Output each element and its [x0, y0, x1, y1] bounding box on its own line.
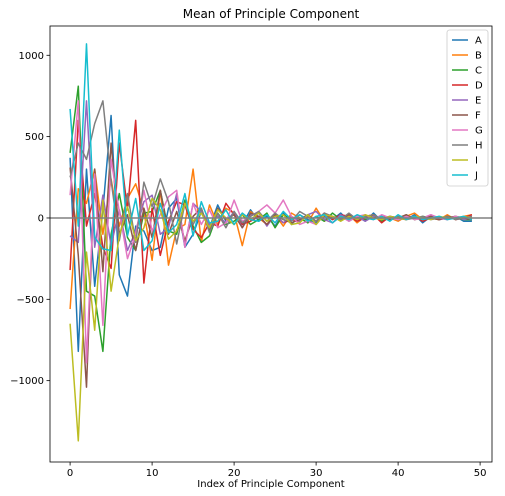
legend-label-a: A — [475, 36, 482, 47]
y-tick-label: 500 — [25, 132, 44, 143]
y-tick-label: −1000 — [10, 376, 44, 387]
chart-title: Mean of Principle Component — [183, 7, 360, 21]
legend-label-d: D — [475, 81, 483, 92]
series-line-j — [69, 43, 473, 252]
legend-label-g: G — [475, 126, 483, 137]
y-tick-label: 1000 — [19, 51, 44, 62]
x-tick-label: 0 — [67, 468, 73, 479]
legend-label-h: H — [475, 141, 483, 152]
legend-label-e: E — [475, 96, 481, 107]
y-tick-label: −500 — [17, 295, 44, 306]
legend-label-b: B — [475, 51, 482, 62]
legend-label-j: J — [474, 171, 478, 182]
plot-area — [50, 43, 492, 442]
legend-label-c: C — [475, 66, 482, 77]
legend-label-i: I — [475, 156, 478, 167]
x-tick-label: 10 — [146, 468, 159, 479]
axes: 0 10 20 30 40 50 −1000 −500 0 500 1000 — [10, 25, 493, 479]
x-tick-label: 20 — [228, 468, 241, 479]
y-tick-label: 0 — [38, 213, 44, 224]
legend-box — [446, 29, 489, 187]
x-tick-label: 40 — [392, 468, 405, 479]
x-axis-title: Index of Principle Component — [197, 479, 344, 490]
x-tick-label: 50 — [474, 468, 487, 479]
x-tick-label: 30 — [310, 468, 323, 479]
legend-label-f: F — [475, 111, 481, 122]
plot-frame — [49, 25, 493, 463]
